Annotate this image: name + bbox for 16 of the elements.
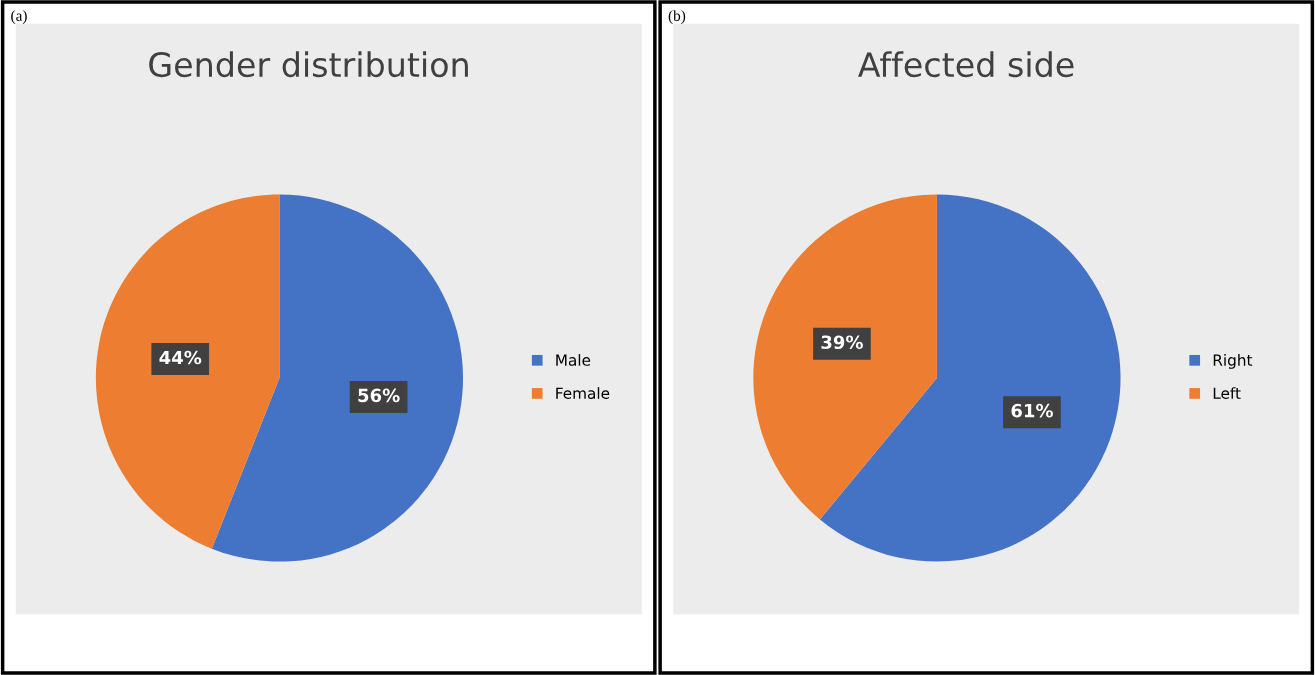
chart-title: Affected side [858, 51, 1074, 78]
pie-slice [211, 194, 464, 562]
legend-label: Right [1213, 354, 1253, 369]
data-label: 44% [159, 350, 202, 365]
legend-label: Female [556, 387, 610, 399]
pie-slice [95, 194, 280, 549]
data-label: 56% [358, 388, 400, 403]
pie-slice [819, 194, 1121, 562]
text: (a) [11, 10, 27, 24]
legend-label: Male [556, 354, 591, 366]
data-label: 39% [821, 335, 863, 350]
legend-label: Left [1213, 387, 1241, 399]
data-label: 61% [1011, 403, 1053, 418]
pie-slice [753, 194, 937, 520]
chart-title: Gender distribution [149, 51, 468, 78]
text: (b) [668, 10, 686, 24]
